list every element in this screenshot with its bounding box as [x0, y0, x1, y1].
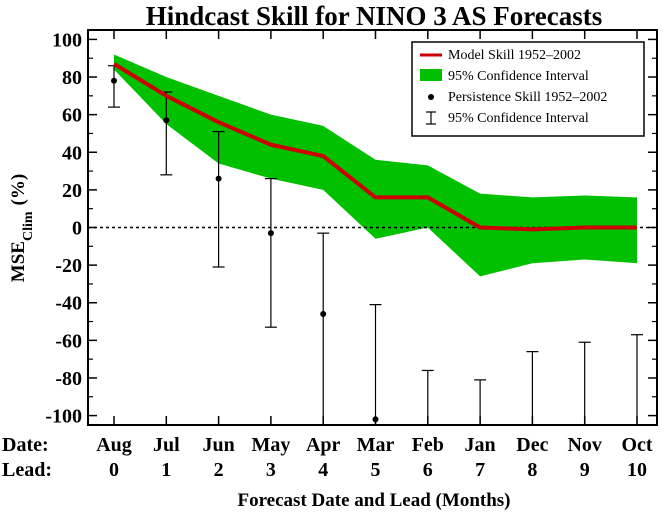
y-tick-label: -40 — [55, 293, 82, 315]
lead-tick-label: 7 — [475, 459, 485, 481]
model-skill-line — [112, 62, 637, 232]
lead-tick-label: 2 — [214, 459, 224, 481]
y-tick-label: -60 — [55, 330, 82, 352]
y-tick-label: -80 — [55, 368, 82, 390]
x-axis-label: Forecast Date and Lead (Months) — [237, 490, 510, 511]
legend: Model Skill 1952–2002 95% Confidence Inte… — [411, 41, 645, 137]
legend-label: Persistence Skill 1952–2002 — [448, 90, 607, 105]
date-tick-label: Feb — [412, 434, 444, 456]
lead-tick-label: 9 — [580, 459, 590, 481]
date-tick-label: Oct — [621, 434, 652, 456]
persistence-point-jun — [215, 175, 222, 182]
date-tick-label: Jun — [202, 434, 234, 456]
y-tick-label: 80 — [62, 67, 82, 89]
y-axis: 100 80 60 40 20 0 -20 -40 -60 -80 -100 — [45, 29, 657, 428]
persistence-point-aug — [111, 77, 117, 84]
persistence-point-apr — [320, 311, 327, 318]
date-row-label: Date: — [2, 434, 49, 456]
legend-label: Model Skill 1952–2002 — [448, 48, 581, 63]
date-tick-label: May — [251, 434, 290, 456]
y-tick-label: -20 — [55, 255, 82, 277]
persistence-point-layer — [111, 77, 379, 423]
lead-tick-label: 4 — [318, 459, 328, 481]
date-tick-label: Dec — [516, 434, 548, 456]
lead-tick-label: 1 — [161, 459, 171, 481]
errorbar-jun — [212, 130, 225, 268]
legend-label: 95% Confidence Interval — [448, 69, 589, 84]
lead-tick-label: 10 — [627, 459, 647, 481]
confidence-band-layer — [114, 54, 637, 277]
date-tick-label: Jan — [465, 434, 496, 456]
legend-band-swatch — [420, 69, 442, 81]
persistence-errorbar-layer — [108, 65, 643, 425]
lead-tick-label: 0 — [109, 459, 119, 481]
errorbar-dec — [526, 351, 539, 425]
date-tick-label: Apr — [306, 434, 341, 456]
errorbar-feb — [421, 369, 434, 425]
y-tick-label: 100 — [52, 29, 82, 51]
y-axis-label-unit: (%) — [8, 174, 29, 206]
date-tick-label: Mar — [357, 434, 395, 456]
date-tick-label: Nov — [567, 434, 601, 456]
date-tick-label: Aug — [96, 434, 132, 456]
lead-tick-label: 8 — [527, 459, 537, 481]
y-tick-label: -100 — [45, 406, 82, 428]
y-tick-label: 0 — [72, 218, 82, 240]
legend-point-swatch — [428, 94, 434, 100]
errorbar-oct — [631, 334, 643, 425]
y-axis-label: MSEClim (%) — [8, 174, 36, 282]
y-tick-label: 40 — [62, 142, 82, 164]
chart-title: Hindcast Skill for NINO 3 AS Forecasts — [146, 1, 603, 31]
y-tick-label: 60 — [62, 105, 82, 127]
errorbar-nov — [578, 341, 591, 425]
confidence-band-area — [114, 54, 637, 277]
errorbar-mar — [369, 304, 382, 425]
date-tick-label: Jul — [153, 434, 180, 456]
legend-box — [411, 41, 645, 137]
lead-tick-label: 6 — [423, 459, 433, 481]
persistence-point-jul — [163, 117, 170, 124]
lead-tick-label: 5 — [371, 459, 381, 481]
model-line-layer — [112, 62, 637, 232]
lead-row-label: Lead: — [2, 459, 52, 481]
y-axis-label-main: MSE — [8, 241, 29, 282]
y-axis-label-subscript: Clim — [21, 211, 36, 241]
persistence-point-may — [267, 230, 274, 237]
x-axis: Aug 0 Jul 1 Jun 2 May 3 Apr 4 Mar 5 Feb 6 Jan 7 Dec 8 Nov 9… — [96, 30, 653, 481]
legend-label: 95% Confidence Interval — [448, 111, 589, 126]
lead-tick-label: 3 — [266, 459, 276, 481]
errorbar-may — [264, 177, 277, 328]
y-tick-label: 20 — [62, 180, 82, 202]
errorbar-apr — [317, 232, 330, 425]
